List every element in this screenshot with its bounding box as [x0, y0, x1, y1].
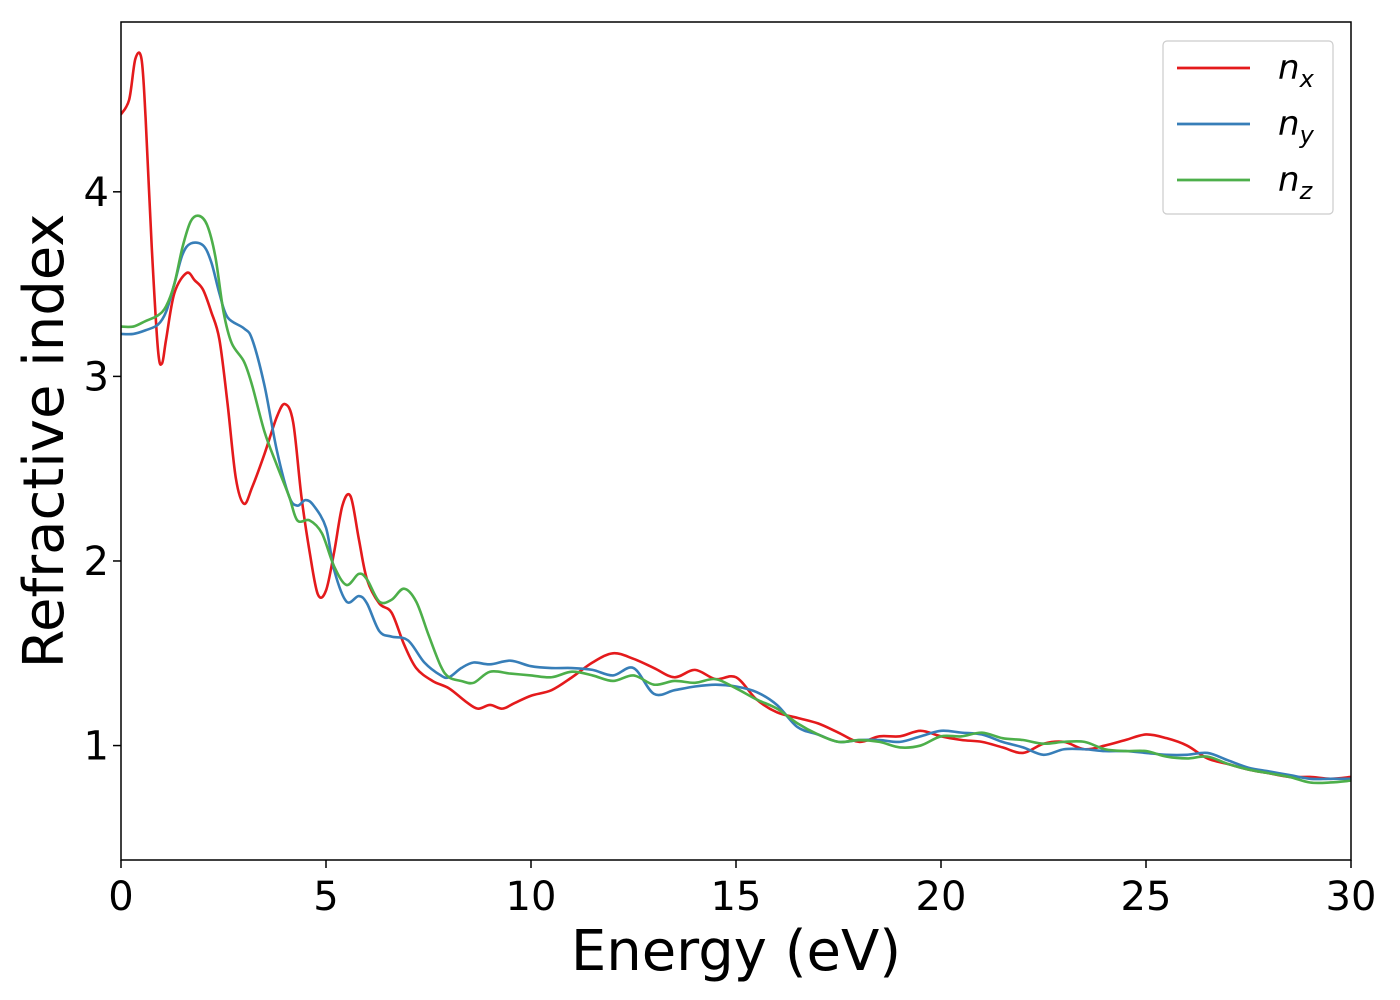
legend-label-main: n	[1278, 104, 1300, 144]
legend-label-nx: nx	[1278, 48, 1315, 93]
x-tick-label: 20	[916, 874, 967, 920]
y-tick-label: 2	[84, 539, 109, 585]
series-line-ny	[121, 241, 1351, 781]
x-axis-ticks: 0 5 10 15 20 25 30	[108, 860, 1376, 920]
legend-label-subscript: y	[1299, 121, 1315, 149]
x-tick-label: 0	[108, 874, 133, 920]
y-tick-label: 1	[84, 724, 109, 770]
y-axis-ticks: 1 2 3 4	[84, 170, 121, 770]
x-tick-label: 15	[711, 874, 762, 920]
legend-label-subscript: x	[1299, 65, 1315, 93]
y-axis-title: Refractive index	[12, 214, 77, 669]
x-tick-label: 25	[1121, 874, 1172, 920]
legend-label-main: n	[1278, 48, 1300, 88]
series-line-nz	[121, 214, 1351, 785]
x-tick-label: 5	[313, 874, 338, 920]
y-tick-label: 4	[84, 170, 109, 216]
legend-label-main: n	[1278, 160, 1300, 200]
legend-box	[1162, 40, 1334, 215]
y-tick-label: 3	[84, 354, 109, 400]
series-layer	[121, 51, 1351, 785]
x-tick-label: 30	[1326, 874, 1377, 920]
legend-label-nz: nz	[1278, 160, 1314, 205]
x-axis-title: Energy (eV)	[571, 919, 901, 984]
legend-label-ny: ny	[1278, 104, 1315, 149]
x-tick-label: 10	[506, 874, 557, 920]
legend-label-subscript: z	[1299, 177, 1314, 205]
